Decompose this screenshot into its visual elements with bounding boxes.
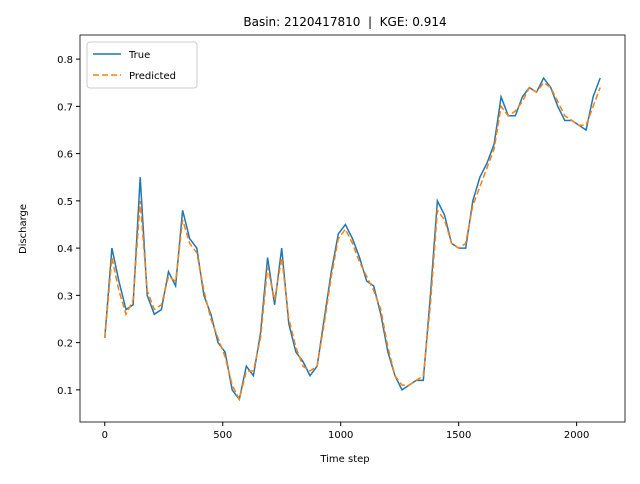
y-tick-label: 0.3 (57, 291, 73, 302)
data-line (104, 81, 601, 402)
y-tick-label: 0.7 (57, 102, 73, 113)
x-tick-label: 500 (213, 430, 232, 441)
data-line (104, 76, 601, 402)
y-tick-label: 0.5 (57, 197, 73, 208)
x-tick-label: 0 (102, 430, 108, 441)
y-tick-label: 0.8 (57, 55, 73, 66)
x-axis-label: Time step (319, 454, 369, 465)
chart-title: Basin: 2120417810 | KGE: 0.914 (243, 15, 446, 29)
y-axis-label: Discharge (18, 204, 29, 254)
legend-label: Predicted (129, 71, 176, 82)
plot-frame (79, 34, 626, 423)
x-tick-label: 1000 (328, 430, 353, 441)
legend-label: True (128, 50, 150, 61)
x-tick-label: 1500 (446, 430, 471, 441)
y-tick-label: 0.2 (57, 339, 73, 350)
x-tick-label: 2000 (564, 430, 589, 441)
y-tick-label: 0.1 (57, 386, 73, 397)
y-tick-label: 0.4 (57, 244, 73, 255)
y-tick-label: 0.6 (57, 150, 73, 161)
